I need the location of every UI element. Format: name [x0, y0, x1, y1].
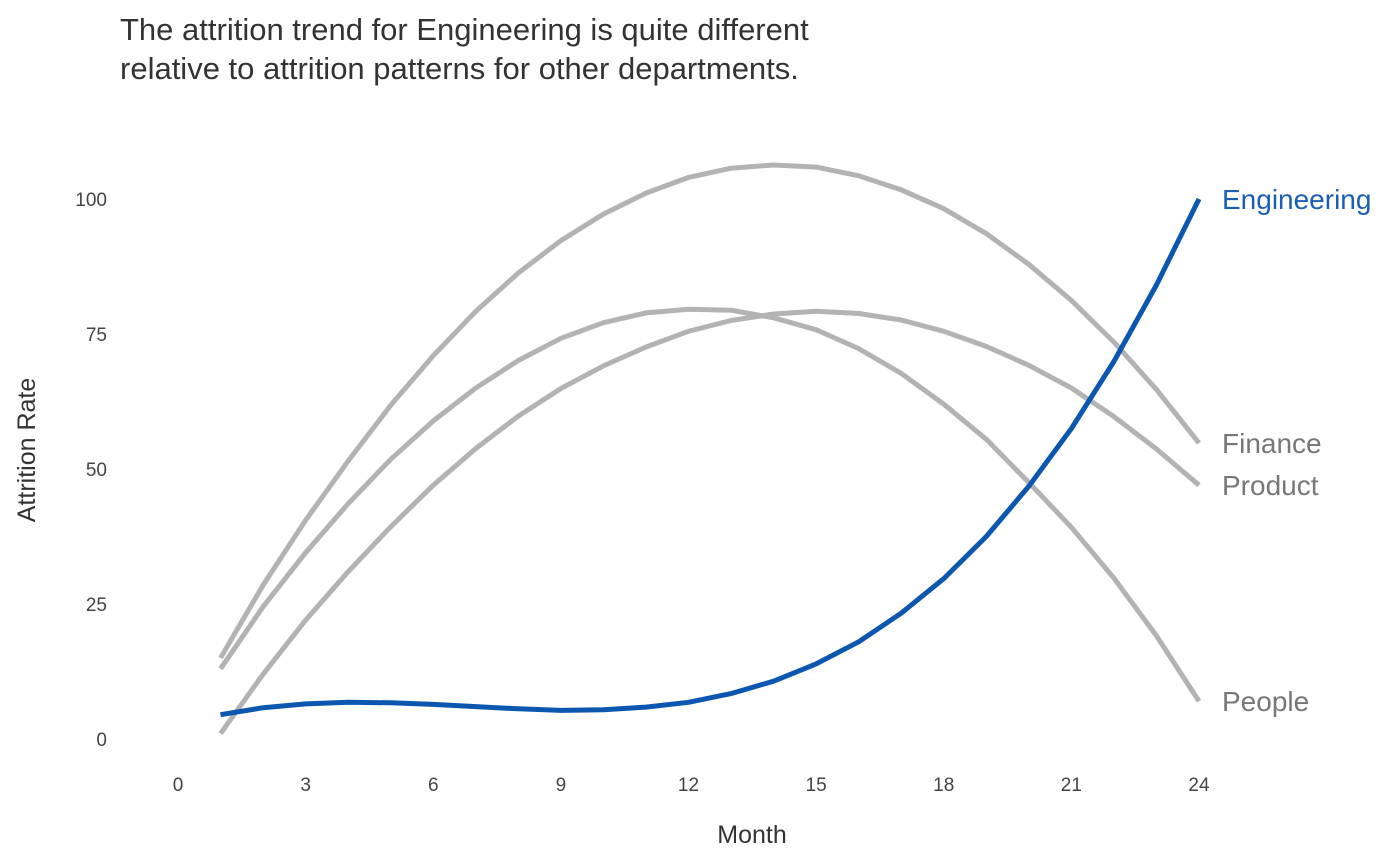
series-line-engineering [220, 197, 1202, 718]
y-tick-label: 0 [96, 730, 107, 751]
x-tick-label: 12 [678, 775, 699, 796]
x-axis-title: Month [717, 821, 786, 849]
y-axis-title: Attrition Rate [13, 378, 41, 523]
y-tick-label: 100 [75, 190, 107, 211]
series-label-finance: Finance [1222, 428, 1322, 459]
x-axis-ticks: 0 3 6 9 12 15 18 21 24 [173, 775, 1210, 796]
x-tick-label: 0 [173, 775, 184, 796]
series-lines [218, 162, 1202, 736]
y-axis-ticks: 0 25 50 75 100 [75, 190, 107, 751]
chart-title-line-1: The attrition trend for Engineering is q… [120, 12, 809, 47]
x-tick-label: 18 [933, 775, 954, 796]
series-label-people: People [1222, 686, 1309, 717]
series-line-people [218, 306, 1202, 703]
x-tick-label: 21 [1061, 775, 1082, 796]
y-tick-label: 50 [86, 460, 107, 481]
y-tick-label: 75 [86, 325, 107, 346]
chart-title: The attrition trend for Engineering is q… [120, 10, 1120, 88]
series-label-product: Product [1222, 470, 1319, 501]
series-label-engineering: Engineering [1222, 184, 1371, 215]
y-tick-label: 25 [86, 595, 107, 616]
x-tick-label: 24 [1188, 775, 1210, 796]
chart-title-line-2: relative to attrition patterns for other… [120, 51, 799, 86]
series-line-finance [218, 162, 1201, 660]
series-line-product [218, 308, 1201, 736]
x-tick-label: 3 [300, 775, 311, 796]
x-tick-label: 9 [556, 775, 567, 796]
x-tick-label: 6 [428, 775, 439, 796]
x-tick-label: 15 [806, 775, 827, 796]
series-labels: Finance People Product Engineering [1222, 184, 1371, 717]
